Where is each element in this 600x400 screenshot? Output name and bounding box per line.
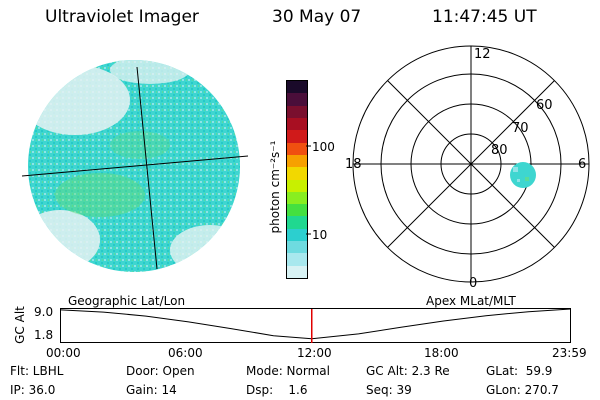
instrument-title: Ultraviolet Imager bbox=[45, 7, 199, 27]
colorbar-swatch bbox=[287, 154, 307, 168]
alt-xtick-4: 23:59 bbox=[552, 346, 587, 360]
lat-label-70: 70 bbox=[512, 121, 529, 136]
alt-xtick-3: 18:00 bbox=[424, 346, 459, 360]
glat-status: GLat: 59.9 bbox=[486, 364, 553, 378]
colorbar-tick-10: 10 bbox=[312, 228, 328, 242]
colorbar-swatch bbox=[287, 117, 307, 131]
alt-xtick-2: 12:00 bbox=[297, 346, 332, 360]
latitude-line bbox=[21, 155, 249, 177]
gain-status: Gain: 14 bbox=[126, 383, 177, 397]
mode-status: Mode: Normal bbox=[246, 364, 330, 378]
colorbar-swatch bbox=[287, 228, 307, 242]
colorbar-swatch bbox=[287, 81, 307, 94]
alt-ytick-min: 1.8 bbox=[34, 328, 54, 342]
mlt-label-6: 6 bbox=[578, 157, 587, 172]
alt-xtick-0: 00:00 bbox=[46, 346, 81, 360]
mlt-label-18: 18 bbox=[345, 157, 362, 172]
colorbar-swatch bbox=[287, 191, 307, 205]
auroral-emission-blob bbox=[510, 162, 536, 188]
colorbar-unit-label: photon cm⁻²s⁻¹ bbox=[268, 140, 282, 234]
lat-label-60: 60 bbox=[536, 98, 553, 113]
geo-panel-title: Geographic Lat/Lon bbox=[68, 294, 186, 308]
filter-status: Flt: LBHL bbox=[10, 364, 64, 378]
colorbar-swatch bbox=[287, 253, 307, 266]
date-label: 30 May 07 bbox=[272, 7, 362, 27]
colorbar-swatch bbox=[287, 241, 307, 254]
mlt-label-12: 12 bbox=[474, 47, 491, 62]
alt-ylabel: GC Alt bbox=[13, 306, 27, 344]
colorbar-swatch bbox=[287, 265, 307, 278]
colorbar-swatch bbox=[287, 130, 307, 143]
colorbar-swatch bbox=[287, 142, 307, 155]
colorbar-swatch bbox=[287, 204, 307, 217]
geographic-image bbox=[21, 60, 249, 272]
colorbar-tick-100: 100 bbox=[312, 140, 335, 154]
door-status: Door: Open bbox=[126, 364, 195, 378]
colorbar-swatch bbox=[287, 216, 307, 229]
altitude-plot bbox=[60, 308, 571, 343]
colorbar-swatch bbox=[287, 105, 307, 118]
mlt-label-0: 0 bbox=[469, 276, 478, 291]
glon-status: GLon: 270.7 bbox=[486, 383, 559, 397]
alt-ytick-max: 9.0 bbox=[34, 305, 54, 319]
colorbar bbox=[286, 80, 308, 279]
lat-label-80: 80 bbox=[491, 143, 508, 158]
seq-status: Seq: 39 bbox=[366, 383, 412, 397]
colorbar-swatch bbox=[287, 93, 307, 106]
dsp-status: Dsp: 1.6 bbox=[246, 383, 308, 397]
time-label: 11:47:45 UT bbox=[432, 7, 537, 27]
polar-panel-title: Apex MLat/MLT bbox=[426, 294, 516, 308]
polar-plot bbox=[352, 45, 590, 283]
colorbar-swatch bbox=[287, 179, 307, 192]
gc-alt-status: GC Alt: 2.3 Re bbox=[366, 364, 450, 378]
altitude-plot-frame bbox=[60, 308, 571, 343]
ip-status: IP: 36.0 bbox=[10, 383, 56, 397]
colorbar-swatch bbox=[287, 167, 307, 180]
meridian-line bbox=[136, 66, 158, 270]
alt-xtick-1: 06:00 bbox=[168, 346, 203, 360]
